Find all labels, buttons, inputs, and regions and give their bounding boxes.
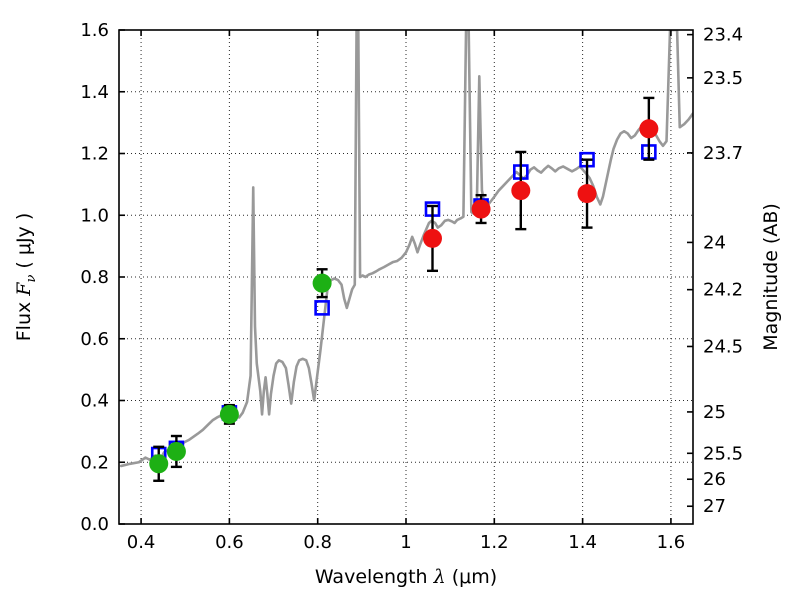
x-tick-label: 0.8 (303, 532, 332, 553)
y-tick-label-right: 24 (703, 232, 726, 253)
y-tick-label-right: 23.4 (703, 25, 743, 46)
plot-area-background (119, 30, 693, 524)
data-point-marker (511, 181, 531, 201)
y-tick-label-left: 1.6 (80, 20, 109, 41)
x-tick-label: 1.6 (657, 532, 686, 553)
y-tick-label-left: 0.6 (80, 329, 109, 350)
x-tick-label: 1.2 (480, 532, 509, 553)
y-tick-label-right: 25.5 (703, 443, 743, 464)
y-axis-right-label: Magnitude (AB) (760, 203, 782, 351)
data-point-marker (166, 441, 186, 461)
x-tick-label: 0.6 (215, 532, 244, 553)
y-axis-right-ticks (687, 33, 693, 508)
y-tick-label-right: 23.5 (703, 68, 743, 89)
x-tick-label: 1.4 (568, 532, 597, 553)
y-tick-label-left: 1.2 (80, 144, 109, 165)
y-tick-label-right: 23.7 (703, 143, 743, 164)
y-axis-left-ticks (119, 29, 125, 525)
y-tick-label-right: 27 (703, 496, 726, 517)
x-tick-label: 0.4 (127, 532, 156, 553)
y-axis-left-tick-labels: 0.0 0.2 0.4 0.6 0.8 1.0 1.2 1.4 1.6 (80, 20, 109, 535)
data-point-marker (422, 228, 442, 248)
y-tick-label-left: 1.4 (80, 82, 109, 103)
x-axis-label: Wavelength λ (μm) (315, 566, 497, 588)
y-tick-label-left: 0.4 (80, 391, 109, 412)
observed-photometry-markers (149, 119, 659, 474)
data-point-marker (312, 273, 332, 293)
y-axis-right-tick-labels: 23.4 23.5 23.7 24 24.2 24.5 25 25.5 26 27 (703, 25, 743, 518)
x-axis-ticks (140, 30, 672, 524)
y-tick-label-right: 24.2 (703, 280, 743, 301)
y-tick-label-right: 24.5 (703, 336, 743, 357)
data-point-marker (471, 199, 491, 219)
y-tick-label-right: 25 (703, 402, 726, 423)
y-axis-left-label: Flux Fν ( μJy ) (13, 213, 39, 342)
data-point-marker (219, 404, 239, 424)
data-point-marker (577, 184, 597, 204)
best-fit-spectrum-line (119, 30, 693, 468)
x-tick-label: 1 (400, 532, 411, 553)
model-spectrum-group (119, 30, 693, 468)
y-tick-label-right: 26 (703, 469, 726, 490)
model-square-marker (314, 300, 330, 316)
data-point-marker (149, 454, 169, 474)
x-axis-tick-labels: 0.4 0.6 0.8 1 1.2 1.4 1.6 (127, 532, 685, 553)
y-tick-label-left: 1.0 (80, 205, 109, 226)
data-point-marker (639, 119, 659, 139)
y-tick-label-left: 0.2 (80, 452, 109, 473)
y-tick-label-left: 0.8 (80, 267, 109, 288)
y-tick-label-left: 0.0 (80, 514, 109, 535)
